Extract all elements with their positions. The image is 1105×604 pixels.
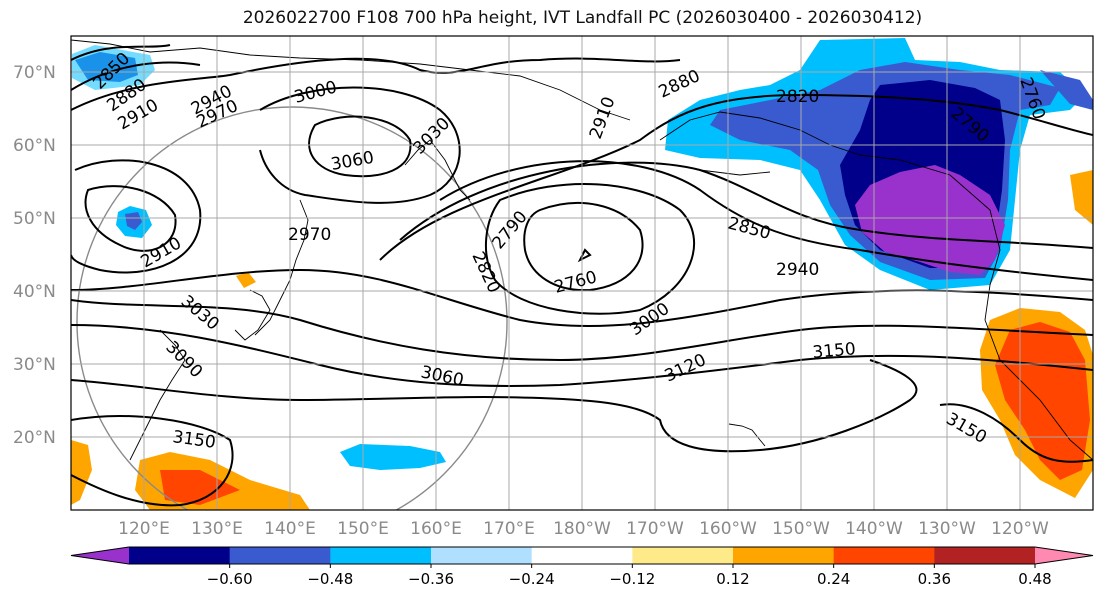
graticule [71, 36, 1093, 510]
latitude-labels: 70°N 60°N 50°N 40°N 30°N 20°N [13, 63, 56, 448]
height-contours [71, 44, 1093, 507]
colorbar-tick-label: −0.24 [509, 570, 555, 588]
colorbar-segment [330, 547, 432, 564]
longitude-labels: 120°E 130°E 140°E 150°E 160°E 170°E 180°… [118, 519, 1049, 539]
colorbar-segment [934, 547, 1036, 564]
lon-label: 120°E [118, 519, 170, 539]
colorbar-tick-label: 0.48 [1018, 570, 1051, 588]
contour-label: 2970 [288, 225, 331, 245]
lon-label: 160°W [699, 519, 757, 539]
lat-label: 20°N [13, 428, 56, 448]
lon-label: 140°W [845, 519, 903, 539]
map-frame-border [70, 35, 1094, 511]
lon-label: 120°W [991, 519, 1049, 539]
lon-label: 170°W [626, 519, 684, 539]
contour-label: 3150 [812, 339, 857, 363]
lon-label: 130°W [918, 519, 976, 539]
lat-label: 60°N [13, 136, 56, 156]
lat-label: 70°N [13, 63, 56, 83]
lat-label: 50°N [13, 209, 56, 229]
colorbar-tick-label: 0.36 [918, 570, 951, 588]
colorbar: −0.60 −0.48 −0.36 −0.24 −0.12 0.12 0.24 0.36 0.4… [70, 546, 1094, 588]
colorbar-segment [833, 547, 935, 564]
contour-label: 2820 [776, 87, 819, 107]
colorbar-min-extension [71, 547, 129, 564]
colorbar-segment [229, 547, 331, 564]
colorbar-max-extension [1035, 547, 1093, 564]
colorbar-outline [70, 546, 1094, 565]
range-ring [76, 106, 508, 510]
colorbar-tick-label: −0.36 [408, 570, 454, 588]
colorbar-tick-label: −0.12 [609, 570, 655, 588]
lon-label: 160°E [410, 519, 462, 539]
lon-label: 180°W [553, 519, 611, 539]
lon-label: 170°E [483, 519, 535, 539]
lon-label: 140°E [264, 519, 316, 539]
colorbar-tick-label: 0.24 [817, 570, 850, 588]
lon-label: 150°W [772, 519, 830, 539]
colorbar-tick-label: −0.48 [307, 570, 353, 588]
colorbar-segment [632, 547, 734, 564]
colorbar-segment [531, 547, 633, 564]
colorbar-tick-label: −0.60 [207, 570, 253, 588]
contour-label: 2940 [776, 260, 819, 280]
lon-label: 130°E [191, 519, 243, 539]
lat-label: 30°N [13, 355, 56, 375]
map-title: 2026022700 F108 700 hPa height, IVT Land… [242, 8, 923, 28]
lat-label: 40°N [13, 282, 56, 302]
colorbar-tick-label: 0.12 [716, 570, 749, 588]
ivt-shading [71, 38, 1093, 510]
colorbar-segment [431, 547, 533, 564]
lon-label: 150°E [337, 519, 389, 539]
colorbar-segment [733, 547, 835, 564]
coastlines [71, 39, 1093, 461]
colorbar-segment [129, 547, 231, 564]
